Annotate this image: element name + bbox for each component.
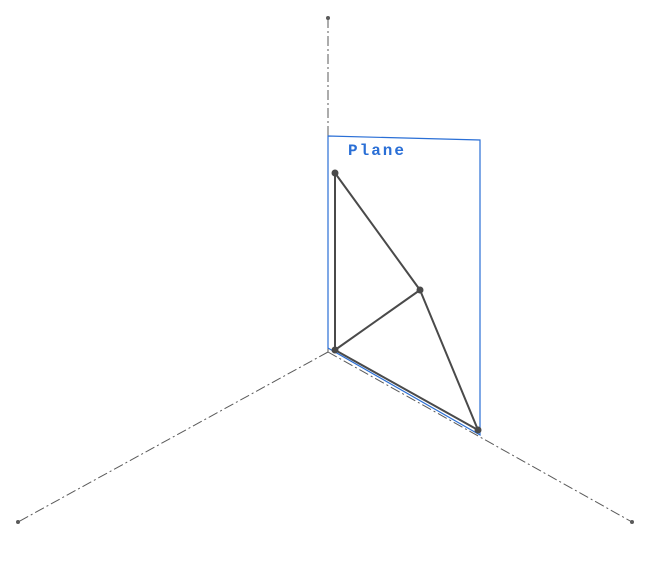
axis-endpoint-1: [16, 520, 20, 524]
shape-vertex-2: [417, 287, 424, 294]
shape-edge-3: [420, 290, 478, 430]
diagram-canvas: Plane: [0, 0, 651, 566]
shape-edge-1: [335, 173, 420, 290]
shape-vertex-0: [332, 170, 339, 177]
axis-endpoint-0: [326, 16, 330, 20]
axes-group: [16, 16, 634, 524]
shape-vertex-3: [475, 427, 482, 434]
shape-edge-2: [335, 290, 420, 350]
axis-line-1: [18, 352, 328, 522]
shape-group: [332, 170, 482, 434]
plane-group: Plane: [328, 136, 480, 435]
axis-endpoint-2: [630, 520, 634, 524]
plane-label: Plane: [348, 142, 406, 160]
shape-edge-4: [335, 350, 478, 430]
shape-vertex-1: [332, 347, 339, 354]
plane-outline: [328, 136, 480, 435]
